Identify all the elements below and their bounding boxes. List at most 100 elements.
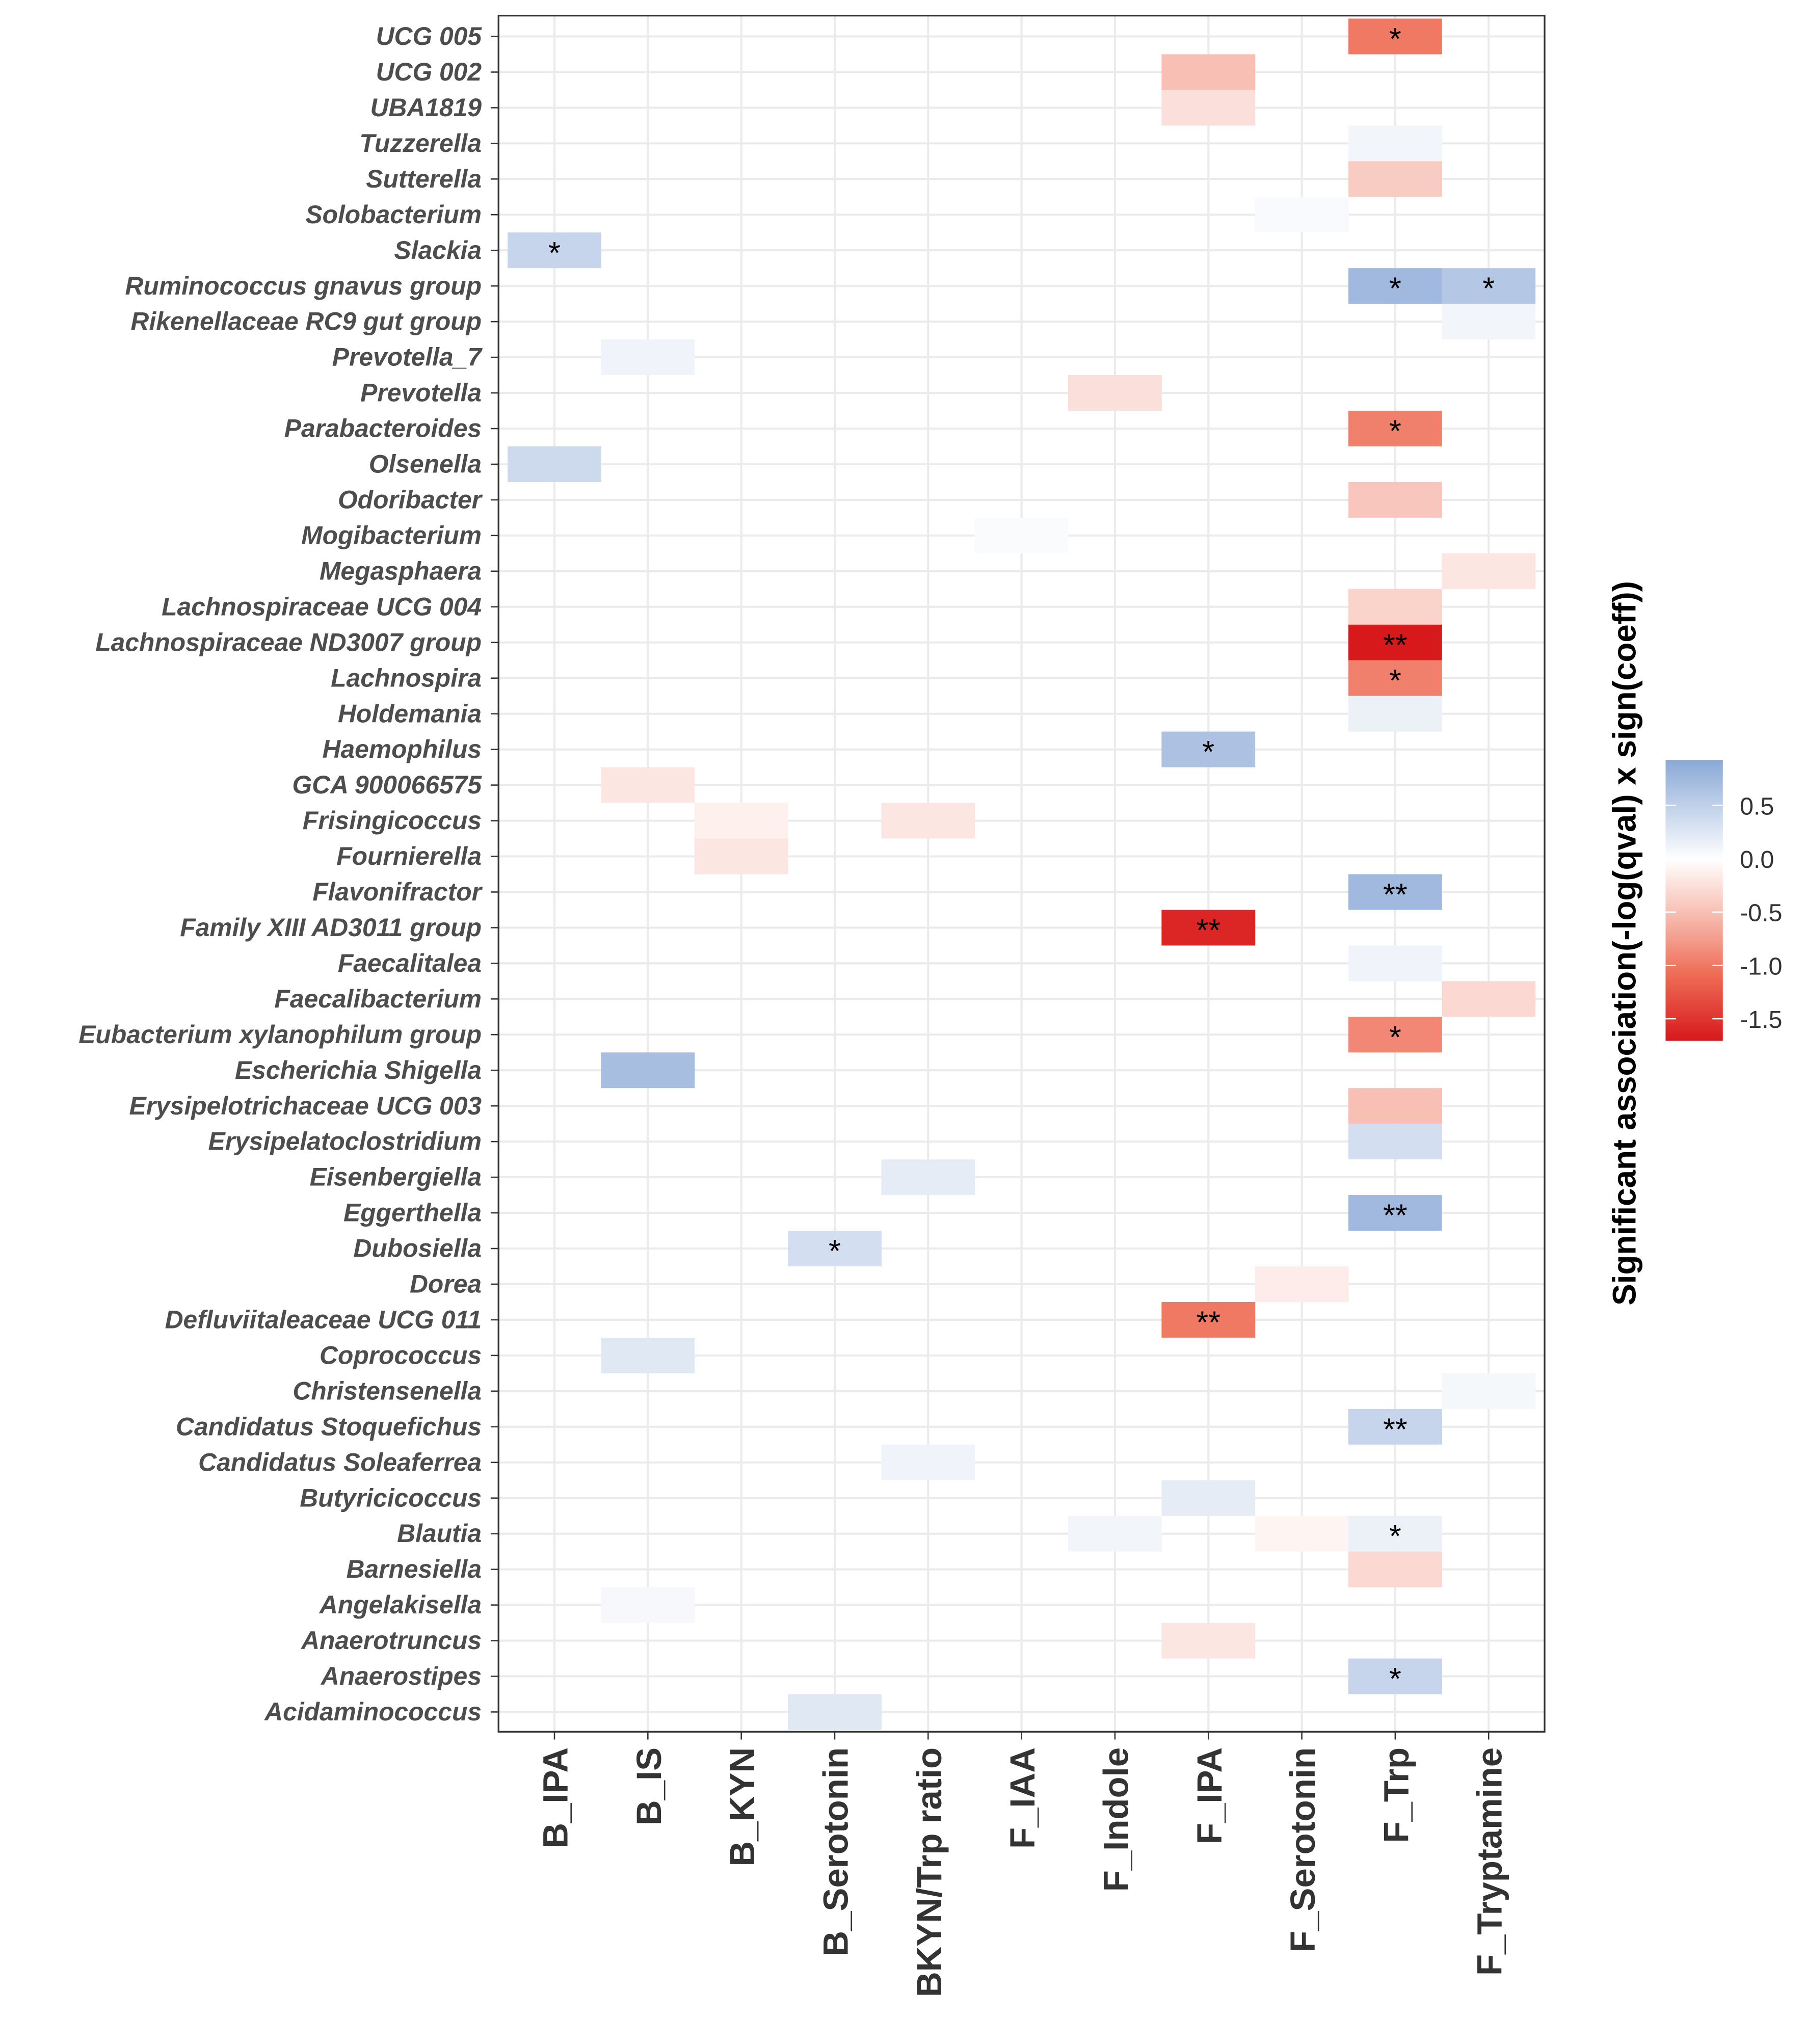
y-tick-label: Blautia (397, 1519, 482, 1548)
heatmap-cell (1348, 1551, 1442, 1587)
heatmap-cell (601, 1337, 695, 1373)
heatmap-cell (1348, 18, 1442, 55)
significance-marker: ** (1196, 913, 1220, 947)
y-tick-label: Faecalitalea (338, 949, 482, 977)
x-tick-label: F_Tryptamine (1470, 1747, 1509, 1976)
x-tick-label: B_IS (629, 1747, 669, 1825)
heatmap-cell (508, 232, 601, 269)
heatmap-cell (1348, 874, 1442, 910)
y-tick-label: Megasphaera (320, 556, 482, 585)
significance-marker: ** (1383, 1198, 1408, 1233)
y-tick-label: Erysipelotrichaceae UCG 003 (129, 1092, 482, 1120)
heatmap-cell (1161, 1480, 1256, 1516)
heatmap-cell (1348, 411, 1442, 446)
y-tick-label: Butyricicoccus (300, 1483, 482, 1512)
heatmap-cell (1161, 54, 1256, 90)
x-tick-label: F_Trp (1376, 1747, 1416, 1843)
y-tick-label: Solobacterium (305, 200, 482, 229)
y-tick-label: Christensenella (293, 1376, 482, 1405)
heatmap-cell (1255, 197, 1349, 233)
y-tick-label: UCG 002 (376, 58, 482, 86)
y-tick-label: Olsenella (369, 450, 482, 479)
heatmap-cell (1348, 660, 1442, 696)
heatmap-cell (694, 838, 788, 874)
heatmap-cell (1442, 268, 1536, 304)
heatmap-cell (1348, 1516, 1442, 1552)
heatmap-cell (1442, 304, 1536, 340)
heatmap-cell (881, 1444, 975, 1480)
y-tick-label: Eubacterium xylanophilum group (78, 1020, 482, 1049)
y-tick-label: Flavonifractor (312, 878, 483, 906)
significance-marker: * (1389, 663, 1401, 698)
y-tick-label: Lachnospiraceae UCG 004 (162, 592, 482, 621)
x-tick-label: F_Serotonin (1283, 1747, 1322, 1952)
y-tick-label: Erysipelatoclostridium (208, 1127, 482, 1156)
y-tick-label: Coprococcus (320, 1341, 482, 1369)
y-tick-label: Tuzzerella (359, 129, 482, 157)
heatmap-cell (1348, 1088, 1442, 1124)
x-tick-label: F_IPA (1190, 1747, 1229, 1844)
y-tick-label: Lachnospiraceae ND3007 group (95, 628, 482, 656)
x-axis: B_IPA B_IS B_KYN B_Serotonin BKYN/Trp ratio F… (536, 1732, 1509, 1997)
legend-tick-label: -0.5 (1740, 899, 1783, 927)
y-tick-label: Faecalibacterium (274, 985, 482, 1013)
heatmap-cell (1442, 981, 1536, 1017)
significance-marker: ** (1383, 1412, 1408, 1446)
y-tick-label: Frisingicoccus (303, 806, 482, 835)
heatmap-cell (1348, 1195, 1442, 1231)
y-tick-label: Candidatus Stoquefichus (176, 1412, 482, 1441)
y-tick-label: Lachnospira (331, 663, 482, 692)
heatmap-cell (788, 1694, 882, 1730)
y-tick-label: Defluviitaleaceae UCG 011 (165, 1306, 482, 1334)
heatmap-cell (1348, 482, 1442, 518)
heatmap-tiles: *** ******************** (508, 18, 1536, 1730)
y-tick-label: Holdemania (338, 699, 482, 728)
heatmap-cell (1161, 910, 1256, 946)
y-tick-label: Odoribacter (338, 486, 483, 514)
y-tick-label: Ruminococcus gnavus group (125, 272, 482, 300)
heatmap-cell (1255, 1266, 1349, 1302)
significance-marker: * (1389, 1661, 1401, 1696)
heatmap-cell (1068, 1516, 1162, 1552)
y-tick-label: Prevotella_7 (332, 343, 483, 371)
y-tick-label: Eisenbergiella (310, 1163, 482, 1191)
y-tick-label: Slackia (394, 236, 482, 264)
heatmap-cell (1348, 125, 1442, 162)
significance-marker: * (1389, 271, 1401, 306)
heatmap-cell (1348, 268, 1442, 304)
heatmap-cell (601, 1052, 695, 1089)
y-tick-label: UCG 005 (376, 22, 483, 50)
heatmap-cell (974, 517, 1069, 553)
significance-marker: * (1389, 1519, 1401, 1553)
x-tick-label: F_Indole (1096, 1747, 1135, 1892)
heatmap-cell (694, 803, 788, 839)
significance-marker: * (1389, 21, 1401, 56)
legend-title: Significant association(-log(qval) x sig… (1606, 581, 1643, 1306)
heatmap-cell (601, 339, 695, 376)
y-tick-label: UBA1819 (370, 93, 482, 122)
heatmap-cell (1348, 161, 1442, 197)
y-tick-label: Candidatus Soleaferrea (198, 1448, 482, 1476)
y-tick-label: Eggerthella (343, 1199, 482, 1227)
y-tick-label: Sutterella (366, 165, 482, 193)
heatmap-cell (508, 446, 601, 482)
heatmap-cell (1161, 1302, 1256, 1338)
heatmap-cell (1348, 1409, 1442, 1445)
significance-marker: * (1389, 1020, 1401, 1054)
y-tick-label: Prevotella (360, 379, 482, 407)
significance-marker: * (1389, 414, 1401, 448)
x-tick-label: B_Serotonin (816, 1747, 856, 1956)
y-tick-label: Barnesiella (346, 1555, 482, 1583)
heatmap-cell (1348, 1124, 1442, 1160)
y-tick-label: Haemophilus (323, 735, 482, 763)
heatmap-cell (1161, 90, 1256, 126)
heatmap-cell (788, 1231, 882, 1266)
heatmap-cell (1161, 1623, 1256, 1659)
y-tick-label: Anaerostipes (320, 1662, 482, 1690)
y-tick-label: Acidaminococcus (263, 1697, 482, 1726)
x-tick-label: B_KYN (723, 1747, 762, 1867)
heatmap-cell (1348, 696, 1442, 732)
heatmap-cell (1068, 375, 1162, 411)
y-tick-label: Parabacteroides (284, 414, 482, 443)
